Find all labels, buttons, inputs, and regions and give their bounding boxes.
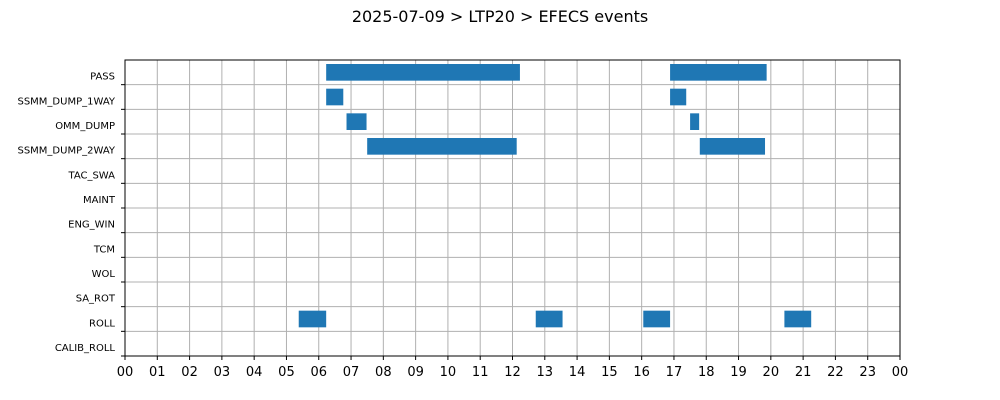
x-tick-label: 12 [504, 365, 521, 380]
event-bar-omm-dump [346, 113, 367, 130]
x-tick-label: 11 [472, 365, 489, 380]
x-tick-label: 10 [440, 365, 457, 380]
event-bar-roll [784, 310, 812, 328]
x-tick-label: 05 [278, 365, 295, 380]
x-tick-label: 15 [601, 365, 618, 380]
event-bar-pass [326, 64, 520, 81]
x-tick-label: 20 [763, 365, 780, 380]
event-bar-ssmm-dump-2way [367, 138, 517, 155]
y-tick-label: MAINT [83, 195, 116, 206]
x-tick-label: 17 [666, 365, 683, 380]
x-tick-label: 21 [795, 365, 812, 380]
x-tick-label: 16 [633, 365, 650, 380]
x-tick-label: 00 [892, 365, 909, 380]
event-bar-roll [535, 310, 563, 328]
y-tick-label: TCM [93, 244, 115, 255]
x-tick-label: 06 [310, 365, 327, 380]
y-tick-label: PASS [90, 72, 115, 83]
event-bar-ssmm-dump-2way [699, 138, 766, 155]
y-tick-label: TAC_SWA [67, 170, 115, 181]
x-tick-label: 07 [343, 365, 360, 380]
x-tick-label: 02 [181, 365, 198, 380]
x-tick-label: 14 [569, 365, 586, 380]
x-tick-label: 13 [537, 365, 554, 380]
event-bar-ssmm-dump-1way [326, 88, 344, 106]
axis-ticks: 00 01 02 03 04 05 06 07 08 09 10 11 12 13 14 15 16 17 18 19… [17, 72, 908, 380]
x-tick-label: 08 [375, 365, 392, 380]
x-tick-label: 03 [214, 365, 231, 380]
x-tick-label: 23 [859, 365, 876, 380]
y-tick-label: WOL [92, 269, 116, 280]
y-tick-label: ROLL [89, 318, 115, 329]
x-tick-label: 04 [246, 365, 263, 380]
event-bar-roll [298, 310, 327, 328]
grid [124, 60, 901, 356]
x-tick-label: 18 [698, 365, 715, 380]
y-tick-label: ENG_WIN [68, 220, 115, 231]
event-bars [298, 64, 812, 328]
x-tick-label: 01 [149, 365, 166, 380]
event-bar-ssmm-dump-1way [670, 88, 687, 106]
y-tick-label: SA_ROT [76, 294, 116, 305]
y-tick-label: OMM_DUMP [55, 121, 115, 132]
x-tick-label: 22 [827, 365, 844, 380]
y-tick-label: SSMM_DUMP_1WAY [17, 96, 115, 107]
event-bar-roll [643, 310, 671, 328]
event-bar-pass [670, 64, 767, 81]
event-bar-omm-dump [690, 113, 700, 130]
y-tick-label: SSMM_DUMP_2WAY [17, 146, 115, 157]
x-tick-label: 19 [730, 365, 747, 380]
x-tick-label: 09 [407, 365, 424, 380]
x-tick-label: 00 [117, 365, 134, 380]
y-tick-label: CALIB_ROLL [55, 343, 116, 354]
chart-title: 2025-07-09 > LTP20 > EFECS events [352, 7, 648, 26]
